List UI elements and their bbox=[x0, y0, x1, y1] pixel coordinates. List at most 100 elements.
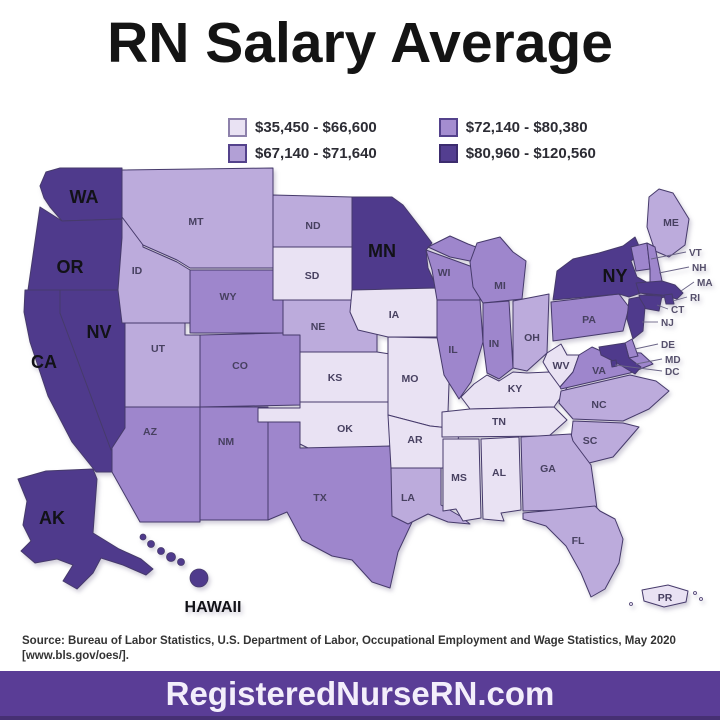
state-label-MI: MI bbox=[494, 280, 506, 292]
state-label-TX: TX bbox=[313, 492, 326, 504]
callout-label-CT: CT bbox=[671, 305, 684, 316]
state-IN[interactable]: IN bbox=[482, 300, 514, 380]
state-NM[interactable]: NM bbox=[199, 406, 269, 521]
state-CA[interactable]: CA bbox=[23, 289, 113, 473]
state-label-KS: KS bbox=[328, 372, 343, 384]
state-label-MO: MO bbox=[402, 373, 419, 385]
state-AZ[interactable]: AZ bbox=[111, 406, 201, 523]
state-label-ME: ME bbox=[663, 217, 679, 229]
state-label-WI: WI bbox=[438, 267, 451, 279]
legend-swatch-tier4 bbox=[438, 144, 458, 163]
state-SC[interactable]: SC bbox=[570, 420, 640, 464]
state-WA[interactable]: WA bbox=[39, 167, 123, 222]
callout-MD: MD bbox=[635, 355, 681, 366]
legend-swatch-tier3 bbox=[438, 118, 458, 137]
state-label-TN: TN bbox=[492, 416, 506, 428]
callout-DC: DC bbox=[614, 364, 679, 378]
state-FL[interactable]: FL bbox=[522, 505, 624, 598]
state-RI[interactable] bbox=[663, 293, 675, 305]
callout-label-VT: VT bbox=[689, 248, 702, 259]
state-label-AK: AK bbox=[39, 508, 65, 528]
state-DC[interactable] bbox=[610, 359, 618, 368]
state-ME[interactable]: ME bbox=[646, 188, 690, 258]
state-label-MN: MN bbox=[368, 241, 396, 261]
state-AK[interactable]: AK bbox=[17, 468, 154, 590]
legend-label-tier3: $72,140 - $80,380 bbox=[465, 119, 588, 136]
callout-NH: NH bbox=[658, 263, 706, 274]
state-label-GA: GA bbox=[540, 463, 556, 475]
state-label-LA: LA bbox=[401, 492, 415, 504]
state-LA[interactable]: LA bbox=[390, 467, 471, 525]
legend-swatch-tier1 bbox=[228, 118, 247, 137]
state-label-CA: CA bbox=[31, 352, 57, 372]
state-label-PR: PR bbox=[658, 592, 673, 604]
state-label-WA: WA bbox=[70, 187, 99, 207]
source-citation: Source: Bureau of Labor Statistics, U.S.… bbox=[22, 635, 676, 662]
state-UT[interactable]: UT bbox=[124, 322, 201, 408]
legend-column-left: $35,450 - $66,600 $67,140 - $71,640 bbox=[228, 118, 377, 163]
state-label-KY: KY bbox=[508, 383, 523, 395]
state-MN[interactable]: MN bbox=[351, 196, 438, 291]
state-WY[interactable]: WY bbox=[189, 269, 284, 334]
state-HI[interactable] bbox=[139, 533, 209, 588]
state-NJ[interactable] bbox=[626, 296, 646, 340]
state-SD[interactable]: SD bbox=[272, 246, 353, 301]
state-label-IA: IA bbox=[389, 309, 400, 321]
state-ND[interactable]: ND bbox=[272, 194, 353, 248]
state-MS[interactable]: MS bbox=[442, 438, 482, 522]
state-label-PA: PA bbox=[582, 314, 596, 326]
state-label-ID: ID bbox=[132, 265, 143, 277]
callout-label-MA: MA bbox=[697, 278, 713, 289]
state-MT[interactable]: MT bbox=[121, 167, 274, 269]
callout-DE: DE bbox=[634, 340, 675, 351]
state-label-MS: MS bbox=[451, 472, 467, 484]
callout-label-NJ: NJ bbox=[661, 318, 674, 329]
state-label-WY: WY bbox=[220, 291, 237, 303]
page-title: RN Salary Average bbox=[107, 11, 613, 75]
callout-label-DE: DE bbox=[661, 340, 675, 351]
state-label-AZ: AZ bbox=[143, 426, 158, 438]
state-GA[interactable]: GA bbox=[520, 433, 598, 512]
state-KS[interactable]: KS bbox=[299, 351, 391, 403]
callout-NJ: NJ bbox=[642, 318, 674, 329]
callout-label-MD: MD bbox=[665, 355, 681, 366]
state-IA[interactable]: IA bbox=[349, 287, 442, 338]
state-PR[interactable]: PR bbox=[629, 584, 703, 608]
state-PA[interactable]: PA bbox=[550, 293, 630, 342]
state-label-OR: OR bbox=[57, 257, 84, 277]
legend-label-tier4: $80,960 - $120,560 bbox=[465, 145, 596, 162]
legend-item-tier4: $80,960 - $120,560 bbox=[438, 144, 596, 163]
state-MD[interactable] bbox=[598, 342, 642, 375]
legend-label-tier2: $67,140 - $71,640 bbox=[255, 145, 377, 162]
state-IL[interactable]: IL bbox=[436, 299, 484, 400]
footer-site-name: RegisteredNurseRN.com bbox=[165, 674, 555, 712]
state-label-FL: FL bbox=[572, 535, 585, 547]
state-label-WV: WV bbox=[553, 360, 570, 372]
hawaii-label: HAWAII bbox=[185, 599, 242, 616]
callout-label-NH: NH bbox=[692, 263, 706, 274]
state-MI[interactable]: MI bbox=[427, 235, 527, 304]
legend-label-tier1: $35,450 - $66,600 bbox=[255, 119, 377, 136]
state-label-NM: NM bbox=[218, 436, 235, 448]
state-AL[interactable]: AL bbox=[480, 436, 522, 522]
state-KY[interactable]: KY bbox=[460, 371, 571, 410]
callout-label-RI: RI bbox=[690, 293, 700, 304]
state-TX[interactable]: TX bbox=[267, 421, 419, 589]
state-label-NC: NC bbox=[591, 399, 607, 411]
footer-bar: RegisteredNurseRN.com bbox=[0, 671, 720, 720]
callout-label-DC: DC bbox=[665, 367, 679, 378]
state-label-AL: AL bbox=[492, 467, 507, 479]
legend-item-tier2: $67,140 - $71,640 bbox=[228, 144, 377, 163]
callout-RI: RI bbox=[672, 293, 700, 304]
legend-item-tier3: $72,140 - $80,380 bbox=[438, 118, 596, 137]
state-label-SD: SD bbox=[305, 270, 320, 282]
legend-column-right: $72,140 - $80,380 $80,960 - $120,560 bbox=[438, 118, 596, 163]
state-label-OK: OK bbox=[337, 423, 353, 435]
state-OH[interactable]: OH bbox=[512, 293, 550, 372]
state-NC[interactable]: NC bbox=[558, 374, 670, 422]
state-NV[interactable]: NV bbox=[59, 289, 126, 451]
state-CO[interactable]: CO bbox=[199, 332, 301, 408]
state-TN[interactable]: TN bbox=[441, 406, 568, 438]
state-label-NY: NY bbox=[602, 266, 627, 286]
